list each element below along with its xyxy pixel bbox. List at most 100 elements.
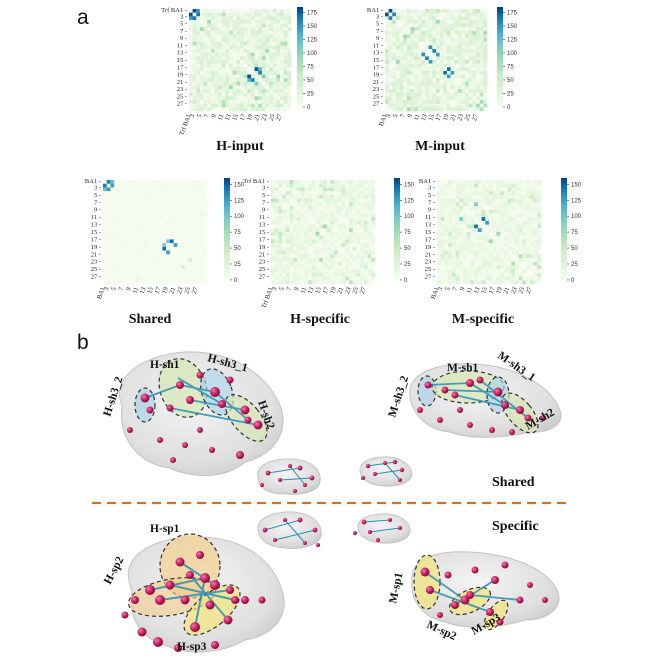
heatmap-cell [345,187,350,192]
heatmap-cell [221,52,226,57]
heatmap-cell [432,103,437,108]
heatmap-cell [274,228,279,233]
heatmap-cell [254,45,259,50]
heatmap-cell [184,206,189,211]
heatmap-cell [371,228,376,233]
heatmap-cell [125,224,130,229]
heatmap-cell [448,276,453,281]
heatmap-cell [440,276,445,281]
heatmap-cell [173,194,178,199]
heatmap-cell [463,217,468,222]
heatmap-cell [192,269,197,274]
heatmap-cell [250,49,255,54]
heatmap-cell [444,183,449,188]
heatmap-cell [371,232,376,237]
heatmap-cell [388,56,393,61]
heatmap-cell [287,23,292,28]
heatmap-cell [399,89,404,94]
heatmap-cell [140,261,145,266]
heatmap-cell [483,27,488,32]
heatmap-cell [311,265,316,270]
heatmap-cell [518,276,523,281]
heatmap-cell [287,96,292,101]
heatmap-cell [526,198,531,203]
colorbar-tick-label: 25 [507,92,514,98]
heatmap-cell [311,187,316,192]
heatmap-cell [485,224,490,229]
heatmap-cell [276,49,281,54]
heatmap-cell [177,228,182,233]
heatmap-cell [421,19,426,24]
heatmap-cell [459,202,464,207]
heatmap-cell [250,19,255,24]
heatmap-cell [158,187,163,192]
heatmap-cell [395,103,400,108]
heatmap-cell [218,107,223,112]
heatmap-cell [341,194,346,199]
heatmap-cell [258,78,263,83]
heatmap-cell [465,60,470,64]
heatmap-cell [221,56,226,61]
heatmap-cell [271,250,276,255]
heatmap-cell [425,16,430,21]
heatmap-cell [440,239,445,244]
heatmap-cell [444,206,449,211]
heatmap-cell [537,224,542,229]
heatmap-cell [117,194,122,199]
heatmap-cell [243,85,248,90]
heatmap-cell [421,27,426,32]
heatmap-cell [388,41,393,46]
heatmap-cell [522,246,527,251]
heatmap-cell [240,74,244,79]
heatmap-cell [388,45,393,50]
heatmap-cell [526,228,531,233]
heatmap-cell [195,206,200,211]
heatmap-cell [334,265,339,270]
heatmap-cell [476,107,481,112]
heatmap-cell [425,96,430,101]
heatmap-cell [485,250,490,255]
colorbar [297,7,303,107]
heatmap-cell [326,269,331,274]
heatmap-cell [443,107,448,112]
heatmap-cell [410,107,415,112]
heatmap-cell [265,19,270,24]
heatmap-cell [232,12,237,17]
heatmap-cell [417,89,422,94]
heatmap-cell [289,265,294,270]
heatmap-cell [518,272,523,277]
heatmap-cell [192,34,197,39]
heatmap-cell [472,12,477,17]
heatmap-cell [341,239,346,244]
heatmap-cell [189,19,193,24]
heatmap-cell [278,232,283,237]
heatmap-cell [518,217,523,222]
heatmap-cell [443,81,448,86]
heatmap-cell [481,198,486,203]
heatmap-cell [258,103,263,108]
heatmap-cell [189,107,193,112]
heatmap-xlabel: 9 [293,286,301,291]
heatmap-cell [522,258,527,263]
heatmap-cell [450,67,455,72]
heatmap-cell [474,206,479,211]
heatmap-cell [143,276,148,281]
heatmap-cell [315,269,320,274]
heatmap-cell [196,12,201,17]
heatmap-cell [515,228,520,233]
heatmap-cell [437,269,442,274]
heatmap-cell [477,187,482,192]
heatmap-cell [446,19,451,24]
heatmap-cell [258,107,263,112]
heatmap-cell [243,107,248,112]
heatmap-cell [188,206,193,211]
heatmap-cell [285,265,290,270]
heatmap-cell [457,74,462,79]
heatmap-cell [199,224,204,229]
heatmap-cell [147,246,152,251]
heatmap-cell [385,49,389,54]
heatmap-cell [421,60,426,64]
heatmap-cell [254,60,259,64]
heatmap-cell [500,276,505,281]
heatmap-cell [496,191,501,196]
